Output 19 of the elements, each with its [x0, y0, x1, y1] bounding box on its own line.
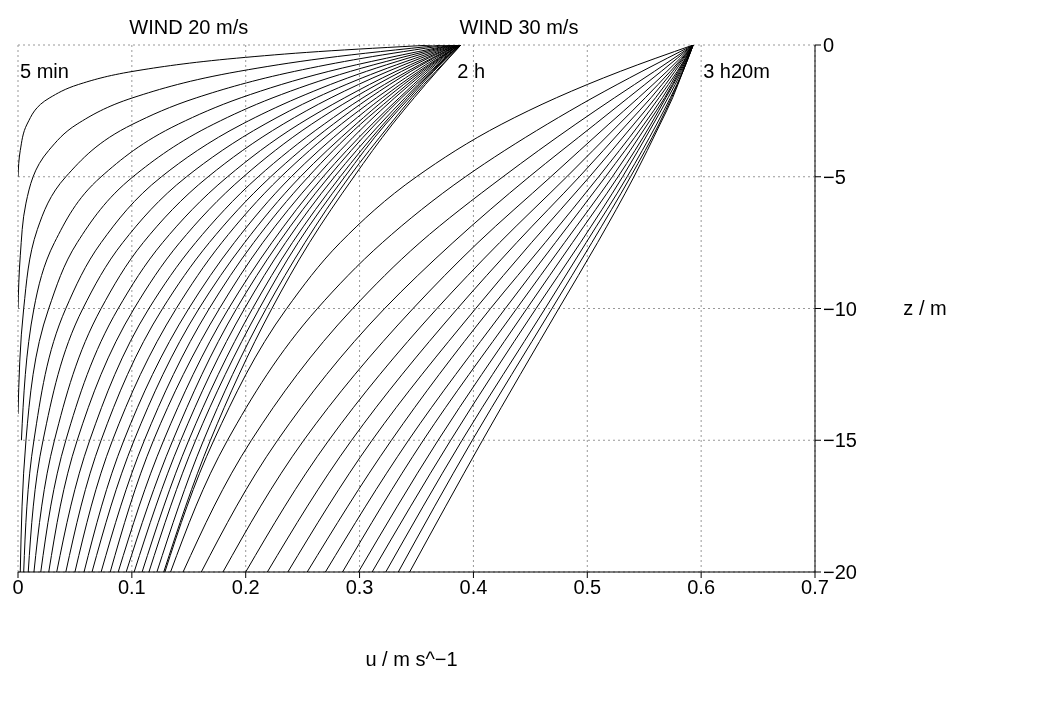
y-tick-label: −5 — [823, 165, 846, 188]
x-tick-label: 0.3 — [345, 576, 374, 599]
x-tick-label: 0.6 — [687, 576, 716, 599]
x-tick-label: 0.4 — [459, 576, 488, 599]
x-tick-label: 0.5 — [573, 576, 602, 599]
annotation: 5 min — [20, 59, 69, 84]
y-axis-title: z / m — [903, 296, 947, 320]
x-tick-label: 0 — [12, 576, 24, 599]
text: WIND 20 m/s — [129, 15, 249, 39]
annotation: 2 h — [457, 59, 486, 84]
text: WIND 30 m/s — [459, 15, 579, 39]
x-tick-label: 0.2 — [231, 576, 260, 599]
x-axis-title: u / m s^−1 — [365, 648, 458, 671]
y-tick-label: 0 — [823, 34, 835, 57]
annotation: 3 h20m — [703, 59, 770, 84]
y-tick-label: −10 — [823, 297, 857, 320]
x-tick-label: 0.7 — [801, 576, 829, 599]
x-tick-label: 0.1 — [117, 576, 146, 599]
y-tick-label: −15 — [823, 429, 857, 452]
